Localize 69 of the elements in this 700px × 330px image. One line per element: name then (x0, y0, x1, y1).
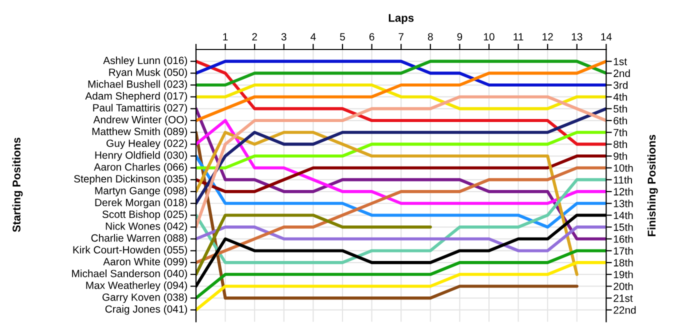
y-tick-label: 1st (614, 58, 627, 66)
x-tick-label: 2 (252, 33, 257, 40)
y-tick-label: 13th (614, 200, 633, 208)
x-tick-label: 3 (281, 33, 286, 40)
x-tick-label: 5 (340, 33, 345, 40)
line-series (196, 60, 606, 146)
x-tick-label: 1 (223, 33, 228, 40)
text: Max Weatherley (094) (86, 281, 188, 292)
y-tick-label: 7th (614, 128, 627, 136)
y-tick-label: 22nd (614, 306, 636, 314)
text: Andrew Winter (OO) (93, 116, 188, 126)
text: Matthew Smith (089) (92, 128, 188, 138)
line-series (196, 154, 606, 194)
line-series (196, 154, 606, 229)
y-tick-label: 8th (614, 140, 627, 148)
x-tick-label: 12 (542, 33, 553, 40)
x-tick-label: 4 (310, 33, 316, 40)
y-tick-label: 11th (614, 176, 632, 184)
text: Kirk Court-Howden (055) (73, 246, 188, 256)
text: Guy Healey (022) (106, 139, 188, 150)
text: Charlie Warren (088) (91, 234, 188, 244)
y-tick-label: 4th (613, 93, 627, 101)
y-tick-label: 18th (614, 258, 633, 266)
x-tick-label: 10 (484, 33, 494, 40)
text: Aaron Charles (066) (94, 163, 188, 173)
y-tick-label: 3rd (614, 81, 628, 89)
text: Stephen Dickinson (035) (74, 174, 188, 185)
text: Ryan Musk (050) (109, 68, 188, 78)
line-series (196, 95, 606, 229)
y-tick-label: 19th (614, 270, 633, 278)
text: Martyn Gange (098) (95, 186, 188, 196)
line-series (196, 60, 606, 122)
text: Garry Koven (038) (102, 293, 188, 303)
y-axis-title: Finishing Positions (647, 134, 658, 236)
y-tick-label: 14th (614, 211, 633, 220)
text: Nick Wones (042) (106, 222, 188, 232)
x-tick-label: 9 (457, 33, 462, 40)
line-series (196, 249, 606, 300)
text: Craig Jones (041) (105, 305, 188, 315)
line-series (196, 130, 606, 170)
y-tick-label: 5th (614, 104, 627, 113)
y-tick-label: 12th (614, 188, 633, 196)
y-tick-label: 16th (614, 235, 633, 243)
y-tick-label: 17th (614, 246, 633, 255)
y-tick-label: 21st (614, 294, 633, 302)
text: Michael Sanderson (040) (72, 270, 188, 280)
text: Starting Positions (12, 138, 23, 232)
y-tick-label: 2nd (614, 69, 630, 78)
x-tick-label: 11 (514, 33, 524, 40)
y-tick-label: 15th (614, 223, 633, 231)
line-series (196, 261, 606, 312)
text: Scott Bishop (025) (102, 210, 188, 220)
x-tick-label: 7 (398, 33, 404, 40)
x-axis-title: Laps (388, 14, 414, 24)
y-tick-label: 20th (614, 282, 633, 290)
x-tick-label: 6 (369, 33, 374, 40)
text: Henry Oldfield (030) (95, 151, 188, 161)
x-tick-label: 8 (428, 33, 433, 40)
text: Derek Morgan (018) (95, 198, 188, 208)
y-tick-label: 9th (614, 152, 627, 160)
text: Ashley Lunn (016) (103, 56, 188, 66)
x-tick-label: 14 (601, 33, 612, 40)
text: Paul Tamattiris (027) (93, 104, 188, 114)
y-tick-label: 10th (614, 164, 633, 172)
y-tick-label: 6th (614, 116, 627, 124)
text: Michael Bushell (023) (88, 80, 188, 90)
text: Aaron White (099) (103, 258, 188, 268)
text: Adam Shepherd (017) (85, 92, 188, 102)
x-tick-label: 13 (572, 33, 582, 40)
